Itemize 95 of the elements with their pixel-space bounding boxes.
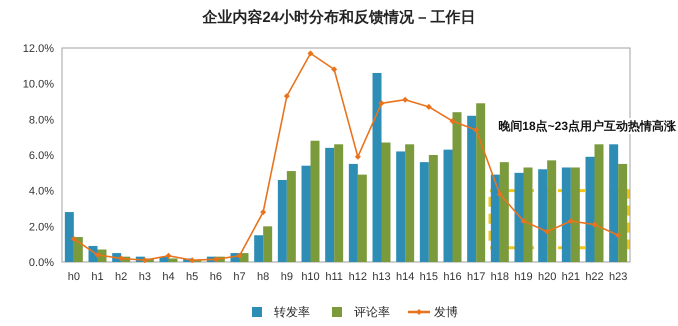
- y-tick-label: 4.0%: [28, 186, 54, 198]
- point: [354, 154, 361, 160]
- y-tick-label: 2.0%: [28, 221, 54, 234]
- point: [378, 100, 384, 106]
- point: [70, 236, 77, 242]
- bar: [514, 172, 524, 262]
- x-tick-label: h1: [91, 271, 104, 283]
- point: [118, 255, 124, 262]
- bar: [372, 72, 382, 262]
- bar: [538, 169, 548, 262]
- point: [568, 218, 574, 224]
- bar: [405, 144, 414, 262]
- point: [142, 257, 148, 264]
- bar: [476, 103, 486, 262]
- y-tick-label: 8.0%: [28, 114, 54, 126]
- y-tick-label: 10.0%: [22, 78, 54, 91]
- point: [260, 209, 266, 216]
- bar: [618, 164, 628, 262]
- point: [189, 257, 196, 264]
- bar: [500, 162, 509, 262]
- bar: [490, 174, 500, 262]
- annotation: 晚间18点~23点用户互动热情高涨: [498, 119, 677, 133]
- point: [236, 252, 242, 259]
- bar: [286, 171, 296, 262]
- point: [544, 228, 550, 235]
- bar: [74, 237, 83, 262]
- y-tick-label: 12.0%: [22, 43, 54, 55]
- point: [308, 50, 314, 56]
- bar: [168, 258, 178, 262]
- point: [450, 118, 456, 124]
- x-tick-label: h2: [115, 271, 128, 283]
- bar: [254, 235, 264, 262]
- bar: [547, 160, 556, 262]
- point: [426, 104, 432, 110]
- point: [212, 256, 219, 262]
- bar: [382, 142, 390, 262]
- y-tick-label: 0.0%: [28, 257, 54, 269]
- bar: [594, 144, 604, 262]
- x-tick-label: h14: [396, 271, 414, 283]
- point: [520, 218, 526, 224]
- legend-label: 评论率: [354, 305, 390, 319]
- x-tick-label: h11: [325, 271, 343, 283]
- bar: [358, 174, 367, 262]
- x-tick-label: h15: [420, 271, 438, 283]
- bar: [310, 140, 320, 262]
- x-tick-label: h17: [466, 271, 486, 283]
- point: [94, 252, 100, 258]
- bar: [562, 167, 571, 262]
- x-tick-label: h0: [68, 271, 80, 283]
- point: [284, 93, 290, 100]
- x-tick-label: h5: [186, 271, 198, 283]
- x-tick-label: h16: [443, 271, 462, 283]
- bar: [467, 116, 476, 262]
- x-tick-label: h21: [562, 271, 580, 283]
- x-tick-label: h4: [162, 271, 175, 283]
- bar: [325, 148, 334, 262]
- point: [592, 222, 598, 228]
- x-tick-label: h19: [514, 271, 533, 283]
- bar: [64, 212, 74, 262]
- point: [331, 66, 338, 72]
- y-tick-label: 6.0%: [28, 150, 54, 162]
- bar: [524, 167, 532, 262]
- legend-label: 发博: [434, 305, 458, 319]
- bar: [452, 112, 462, 262]
- bar: [302, 166, 310, 262]
- bar: [586, 156, 594, 262]
- bar: [428, 155, 438, 262]
- point: [496, 191, 503, 198]
- x-tick-label: h23: [608, 271, 628, 283]
- bar: [348, 164, 358, 262]
- x-tick-label: h8: [257, 271, 270, 283]
- x-tick-label: h22: [585, 271, 604, 283]
- point: [615, 232, 622, 238]
- x-tick-label: h13: [372, 271, 391, 283]
- bar: [396, 151, 406, 262]
- x-tick-label: h10: [301, 271, 320, 283]
- chart-title: 企业内容24小时分布和反馈情况 – 工作日: [201, 8, 476, 26]
- x-tick-label: h12: [348, 271, 368, 283]
- bar: [334, 144, 344, 262]
- bar: [609, 144, 618, 262]
- legend-label: 转发率: [274, 305, 310, 319]
- bar: [570, 167, 580, 262]
- x-tick-label: h18: [490, 271, 510, 283]
- x-tick-label: h6: [210, 271, 222, 283]
- x-tick-label: h7: [233, 271, 246, 283]
- x-tick-label: h9: [280, 271, 293, 283]
- bar: [444, 150, 452, 262]
- x-tick-label: h3: [138, 271, 151, 283]
- point: [166, 252, 172, 259]
- point: [402, 96, 408, 103]
- bar: [263, 226, 272, 262]
- bar: [278, 180, 287, 262]
- x-tick-label: h20: [538, 271, 556, 283]
- point: [473, 127, 480, 134]
- bar: [420, 162, 429, 262]
